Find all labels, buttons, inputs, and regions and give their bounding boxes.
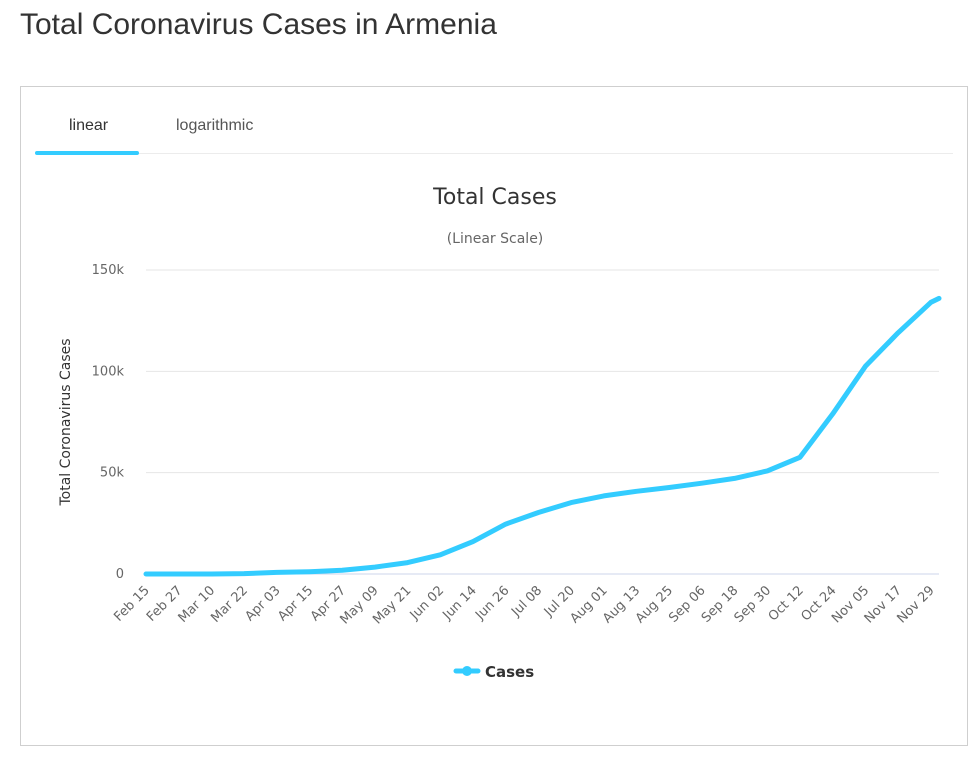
x-tick-label: Jul 08 <box>508 583 545 620</box>
x-tick-label: Apr 15 <box>275 583 316 624</box>
legend-label-cases[interactable]: Cases <box>485 663 534 681</box>
y-tick-label: 150k <box>92 263 125 278</box>
y-tick-labels: 0 50k 100k 150k <box>92 263 125 582</box>
y-tick-label: 0 <box>116 567 124 582</box>
active-tab-indicator <box>35 151 139 155</box>
x-tick-label: Apr 03 <box>242 583 283 624</box>
x-tick-label: Nov 29 <box>894 583 937 626</box>
chart-title: Total Cases <box>432 185 557 210</box>
x-tick-label: Jun 26 <box>472 583 512 623</box>
legend-marker-icon <box>462 666 472 676</box>
x-tick-label: Jun 14 <box>440 583 480 623</box>
scale-tabs: linear logarithmic <box>35 105 953 155</box>
x-tick-label: Jun 02 <box>407 583 447 623</box>
y-tick-label: 100k <box>92 364 125 379</box>
series-layer <box>143 295 942 577</box>
series-line-cases[interactable] <box>143 295 942 577</box>
y-axis-label: Total Coronavirus Cases <box>58 338 74 506</box>
x-tick-label: Mar 22 <box>208 583 251 626</box>
tab-logarithmic[interactable]: logarithmic <box>176 117 254 134</box>
chart-panel: linear logarithmic <box>20 86 968 746</box>
tab-linear[interactable]: linear <box>69 117 109 134</box>
x-tick-label: Sep 30 <box>732 583 775 626</box>
chart-subtitle: (Linear Scale) <box>447 231 544 247</box>
y-tick-label: 50k <box>100 466 125 481</box>
legend[interactable]: Cases <box>453 663 534 681</box>
grid-lines <box>146 269 939 575</box>
x-tick-label: Oct 12 <box>766 583 807 624</box>
x-tick-label: Feb 15 <box>111 583 153 625</box>
page-title: Total Coronavirus Cases in Armenia <box>20 8 497 41</box>
